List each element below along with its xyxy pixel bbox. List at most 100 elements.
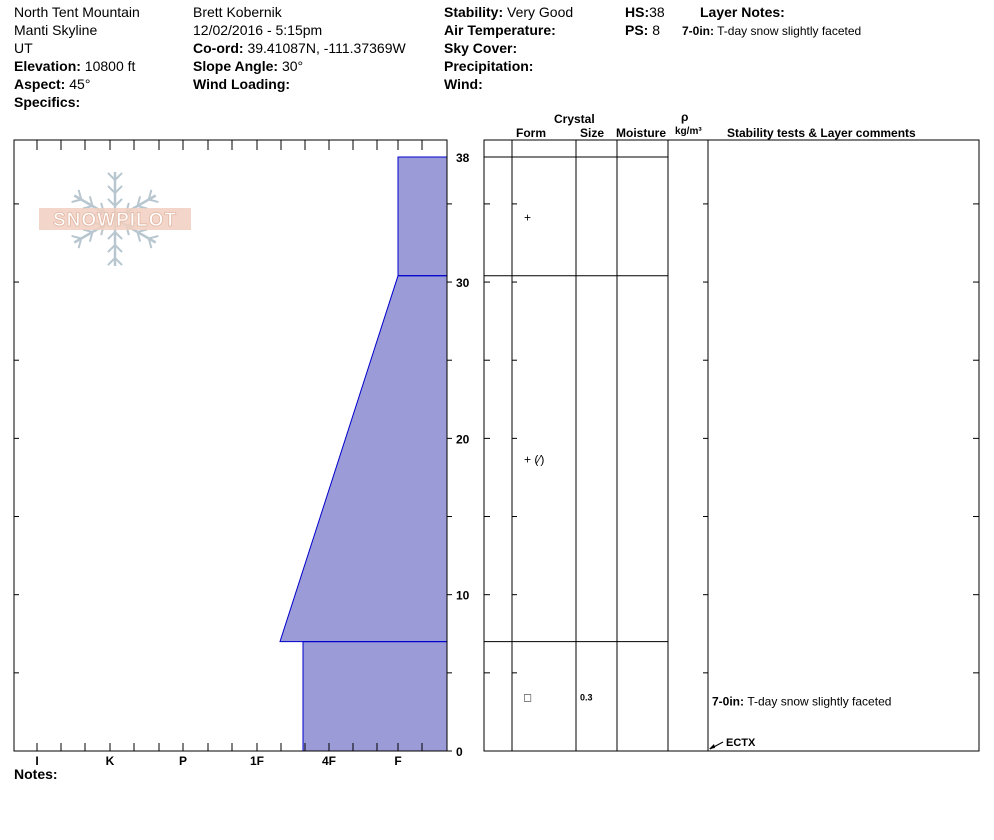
size-header: Size — [580, 126, 605, 140]
snowflake-branch — [107, 198, 116, 207]
sky-cover-label: Sky Cover: — [444, 40, 518, 56]
location-name: North Tent Mountain — [14, 4, 140, 20]
layer-comment-range: 7-0in: — [712, 694, 747, 708]
aspect-label: Aspect: — [14, 76, 66, 92]
snowflake-branch — [114, 185, 123, 194]
hardness-label-1F: 1F — [250, 754, 264, 768]
layer-note: 7-0in: T-day snow slightly faceted — [682, 23, 861, 39]
layer-form-3: □ — [524, 690, 531, 704]
elevation-field: Elevation: 10800 ft — [14, 58, 135, 74]
aspect-value: 45° — [69, 76, 91, 92]
layer-note-range: 7-0in: — [682, 24, 715, 38]
slope-label: Slope Angle: — [193, 58, 279, 74]
coord-field: Co-ord: 39.41087N, -111.37369W — [193, 40, 406, 56]
logo-text: SNOWPILOT — [53, 210, 177, 231]
layer-form-1: + — [524, 210, 531, 224]
hs-label: HS: — [625, 4, 650, 20]
hs-field: HS:38 — [625, 4, 665, 20]
slope-value: 30° — [281, 58, 304, 74]
snowflake-branch — [148, 234, 159, 240]
ps-field: PS: 8 — [625, 22, 660, 38]
density-unit-header: kg/m³ — [675, 126, 702, 137]
hardness-layer-1 — [397, 156, 448, 277]
snowflake-branch — [114, 172, 123, 181]
snowflake-branch — [147, 238, 153, 249]
density-rho-header: ρ — [681, 110, 689, 124]
layer-comment-3: 7-0in: T-day snow slightly faceted — [712, 694, 891, 708]
state-name: UT — [14, 40, 33, 56]
layer-table: + + (⁄) □ 0.3 7-0in: T-day snow slightly fac… — [484, 140, 891, 752]
stability-comments-header: Stability tests & Layer comments — [727, 126, 916, 140]
snowflake-branch — [88, 196, 94, 207]
layer-table-frame — [483, 139, 980, 752]
wind-loading-label: Wind Loading: — [193, 76, 291, 92]
moisture-header: Moisture — [616, 126, 667, 140]
range-name: Manti Skyline — [14, 22, 98, 38]
depth-label-10: 10 — [456, 589, 470, 603]
depth-label-38: 38 — [456, 151, 470, 165]
snowflake-branch — [136, 231, 142, 242]
stability-test-label-0: ECTX — [726, 737, 756, 749]
hardness-label-F: F — [394, 754, 401, 768]
layer-notes-label: Layer Notes: — [700, 4, 785, 20]
snowflake-branch — [71, 234, 82, 240]
ps-value: 8 — [652, 22, 661, 38]
stability-value: Very Good — [507, 4, 574, 20]
stability-label: Stability: — [444, 4, 504, 20]
stability-field: Stability: Very Good — [444, 4, 573, 20]
snowflake-branch — [147, 189, 153, 200]
ps-label: PS: — [625, 22, 649, 38]
snowflake-branch — [136, 196, 142, 207]
profile-axes: 0 10 20 30 38 I K P 1F 4F F — [14, 140, 979, 768]
observation-datetime: 12/02/2016 - 5:15pm — [193, 22, 323, 38]
snowflake-branch — [107, 185, 116, 194]
notes-label: Notes: — [14, 766, 58, 782]
elevation-value: 10800 ft — [84, 58, 136, 74]
snowflake-branch — [114, 198, 123, 207]
elevation-label: Elevation: — [14, 58, 81, 74]
snowflake-branch — [148, 198, 159, 204]
depth-label-20: 20 — [456, 432, 470, 446]
coord-label: Co-ord: — [193, 40, 244, 56]
snowflake-branch — [107, 244, 116, 253]
snowflake-branch — [114, 244, 123, 253]
crystal-header: Crystal — [554, 112, 595, 126]
snowflake-branch — [77, 238, 83, 249]
depth-label-30: 30 — [456, 276, 470, 290]
snowflake-branch — [88, 231, 94, 242]
hardness-plot-frame — [13, 139, 448, 752]
hardness-label-P: P — [179, 754, 187, 768]
snowflake-branch — [107, 172, 116, 181]
precipitation-label: Precipitation: — [444, 58, 534, 74]
logo-banner — [39, 208, 191, 230]
hardness-layer-2 — [279, 275, 448, 643]
hs-value: 38 — [649, 4, 665, 20]
hardness-label-4F: 4F — [322, 754, 336, 768]
specifics-label: Specifics: — [14, 94, 81, 110]
layer-comment-text: T-day snow slightly faceted — [747, 694, 891, 708]
snowflake-branch — [107, 231, 116, 240]
wind-label: Wind: — [444, 76, 483, 92]
depth-label-0: 0 — [456, 745, 463, 759]
layer-form-2: + (⁄) — [524, 453, 544, 467]
hardness-label-K: K — [106, 754, 115, 768]
snowflake-branch — [107, 257, 116, 266]
snowpilot-logo: SNOWPILOT — [39, 172, 191, 266]
stability-test-arrowhead-0 — [709, 744, 715, 749]
hardness-profile — [279, 156, 448, 752]
aspect-field: Aspect: 45° — [14, 76, 90, 92]
snowflake-branch — [77, 189, 83, 200]
air-temperature-label: Air Temperature: — [444, 22, 556, 38]
hardness-layer-3 — [302, 641, 448, 752]
form-header: Form — [516, 126, 546, 140]
snowflake-branch — [114, 231, 123, 240]
slope-field: Slope Angle: 30° — [193, 58, 303, 74]
observer-name: Brett Kobernik — [193, 4, 282, 20]
layer-size-3: 0.3 — [580, 692, 593, 702]
snowflake-branch — [71, 198, 82, 204]
coord-value: 39.41087N, -111.37369W — [247, 40, 406, 56]
hardness-label-I: I — [35, 754, 38, 768]
snowflake-branch — [114, 257, 123, 266]
layer-note-text: T-day snow slightly faceted — [717, 24, 862, 38]
